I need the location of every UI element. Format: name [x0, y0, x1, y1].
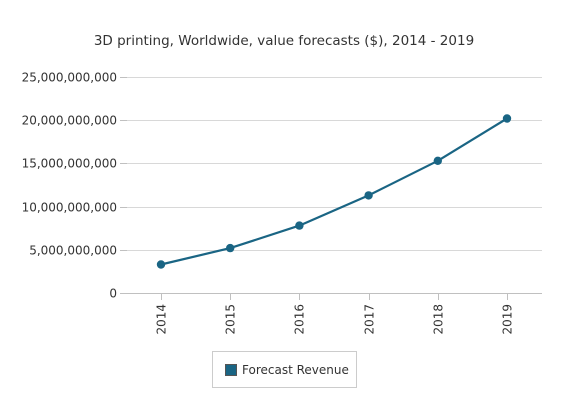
y-tick-label: 10,000,000,000 [22, 201, 117, 215]
x-tick-label: 2018 [432, 304, 446, 335]
series-forecast-revenue [156, 114, 512, 269]
y-tick-label: 0 [109, 287, 117, 301]
data-point-2016[interactable] [295, 221, 304, 230]
y-tick-label: 5,000,000,000 [29, 244, 117, 258]
chart-title: 3D printing, Worldwide, value forecasts … [94, 33, 474, 49]
x-tick-label: 2016 [293, 304, 307, 335]
series-line-forecast-revenue [159, 117, 509, 266]
data-point-2019[interactable] [502, 114, 512, 123]
data-point-2014[interactable] [156, 260, 166, 269]
axes [120, 77, 542, 300]
gridlines [127, 77, 542, 251]
y-tick-label: 20,000,000,000 [22, 114, 117, 128]
legend-label-forecast-revenue: Forecast Revenue [242, 362, 349, 377]
x-tick-label: 2014 [155, 304, 169, 335]
y-tick-label: 25,000,000,000 [22, 71, 117, 85]
y-tick-label: 15,000,000,000 [22, 157, 117, 171]
data-point-2018[interactable] [433, 156, 442, 165]
y-axis-tick-labels: 0 5,000,000,000 10,000,000,000 15,000,000,0… [22, 71, 117, 301]
x-tick-label: 2017 [363, 304, 377, 335]
legend-swatch-forecast-revenue [225, 363, 237, 376]
x-tick-label: 2019 [501, 304, 515, 335]
x-tick-label: 2015 [224, 304, 238, 335]
data-point-2017[interactable] [364, 191, 373, 200]
data-point-2015[interactable] [226, 243, 235, 253]
legend[interactable]: Forecast Revenue [212, 351, 357, 388]
x-axis-tick-labels: 2014 2015 2016 2017 2018 2019 [155, 304, 515, 335]
